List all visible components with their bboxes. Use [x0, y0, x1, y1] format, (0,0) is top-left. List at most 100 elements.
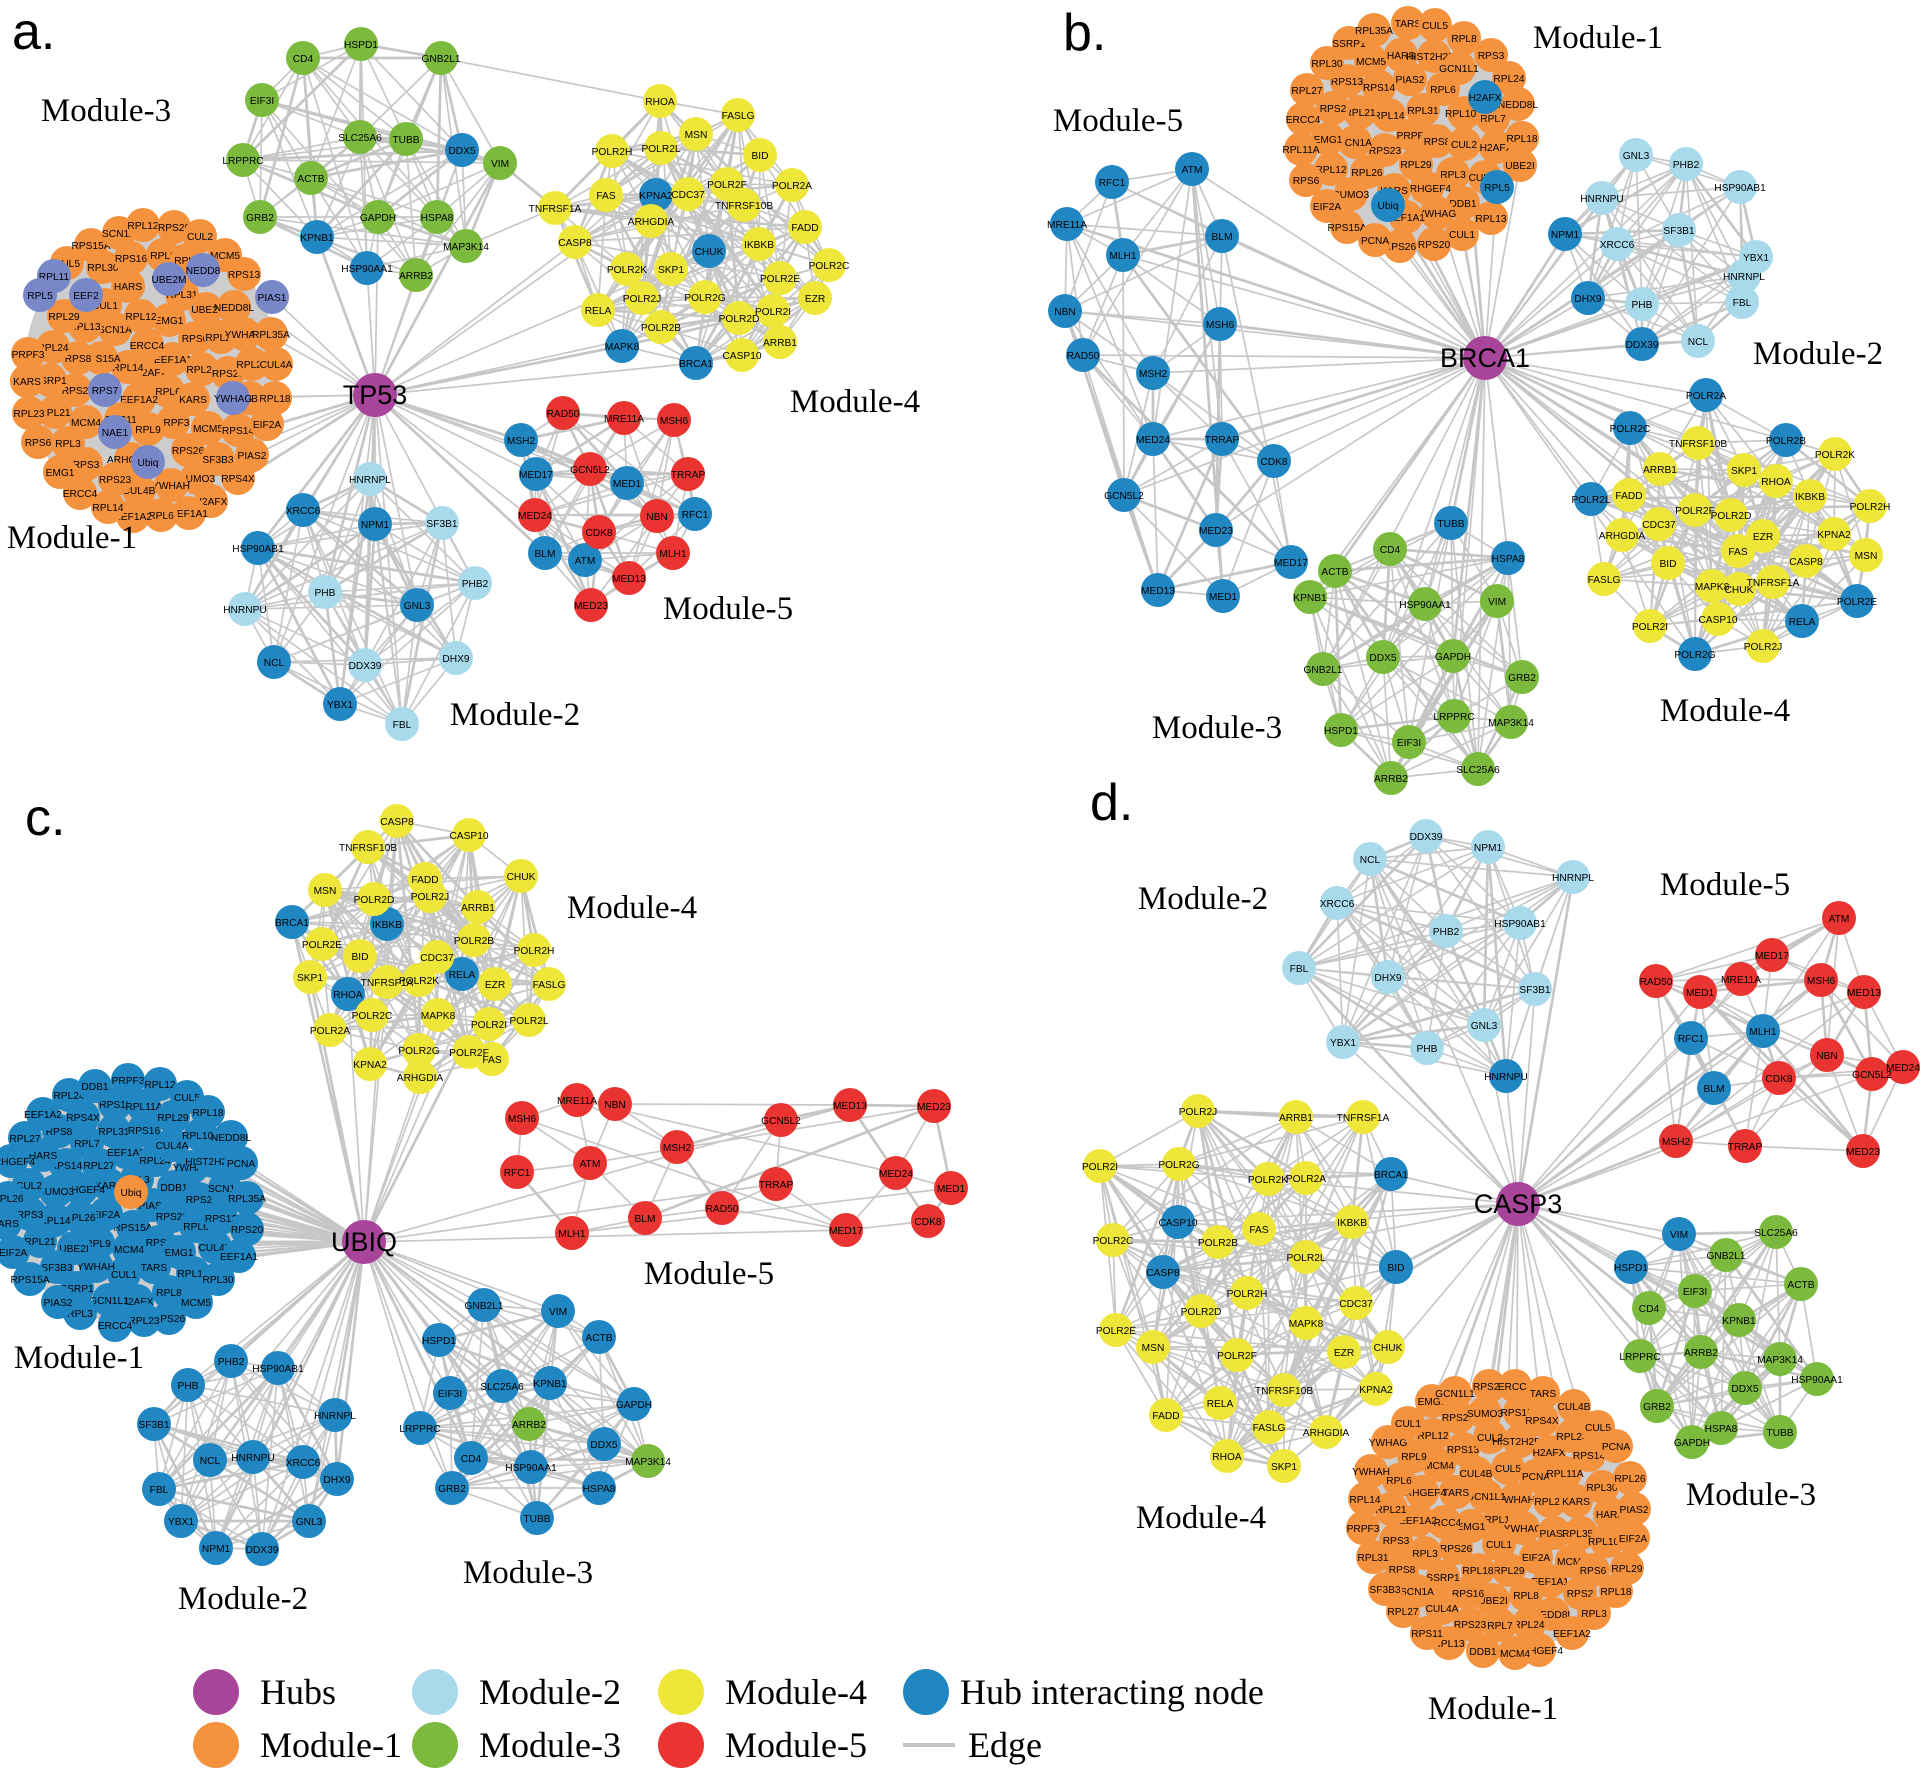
svg-text:GCN1L1: GCN1L1	[1435, 1389, 1475, 1400]
svg-text:POLR2D: POLR2D	[354, 895, 395, 906]
svg-text:RPL7: RPL7	[1487, 1621, 1513, 1632]
svg-text:MSH6: MSH6	[1807, 976, 1836, 987]
svg-text:HARS: HARS	[114, 282, 143, 293]
svg-text:CASP10: CASP10	[1698, 615, 1737, 626]
svg-text:H2AFX: H2AFX	[1533, 1448, 1566, 1459]
svg-text:CD4: CD4	[1639, 1304, 1660, 1315]
svg-text:RPS14: RPS14	[1573, 1451, 1606, 1462]
svg-text:EEF1A2: EEF1A2	[114, 512, 152, 523]
svg-text:RPS8: RPS8	[1389, 1565, 1416, 1576]
svg-text:BID: BID	[1388, 1263, 1405, 1274]
svg-text:FAS: FAS	[1728, 547, 1747, 558]
svg-text:ATM: ATM	[1182, 165, 1203, 176]
svg-text:RHOA: RHOA	[333, 990, 363, 1001]
svg-text:ARRB2: ARRB2	[1684, 1348, 1718, 1359]
svg-text:DDB1: DDB1	[81, 1082, 109, 1093]
svg-text:MAP3K14: MAP3K14	[625, 1457, 671, 1468]
svg-text:CUL4B: CUL4B	[123, 486, 156, 497]
svg-text:a.: a.	[12, 3, 55, 61]
svg-text:HIST2H2BE: HIST2H2BE	[185, 1157, 241, 1168]
svg-text:RPL21: RPL21	[1375, 1505, 1406, 1516]
svg-text:RPS23: RPS23	[156, 1212, 189, 1223]
svg-text:CUL1: CUL1	[111, 1270, 137, 1281]
svg-text:SSRP1: SSRP1	[60, 1284, 94, 1295]
svg-text:UBE2M: UBE2M	[151, 275, 186, 286]
svg-text:EEF1A2: EEF1A2	[1399, 1516, 1437, 1527]
svg-text:DHX9: DHX9	[1574, 294, 1602, 305]
svg-text:RPL7: RPL7	[74, 1139, 100, 1150]
svg-text:CHUK: CHUK	[695, 247, 724, 258]
svg-text:RPL7: RPL7	[174, 256, 200, 267]
svg-text:Module-3: Module-3	[479, 1725, 621, 1765]
svg-text:POLR2D: POLR2D	[1181, 1307, 1222, 1318]
svg-text:RPL6: RPL6	[155, 387, 181, 398]
svg-text:SCN1A: SCN1A	[102, 229, 136, 240]
svg-text:RPS16: RPS16	[1452, 1589, 1485, 1600]
svg-text:PIAS2: PIAS2	[1620, 1505, 1649, 1516]
svg-text:PRPF3: PRPF3	[1347, 1524, 1380, 1535]
svg-text:CHUK: CHUK	[1374, 1343, 1403, 1354]
svg-text:EEF1A2: EEF1A2	[120, 395, 158, 406]
svg-text:EIF2A: EIF2A	[0, 1248, 27, 1259]
svg-text:KPNB1: KPNB1	[1293, 593, 1327, 604]
svg-text:RPL12: RPL12	[144, 1080, 175, 1091]
svg-text:RPL18: RPL18	[192, 1108, 223, 1119]
svg-text:POLR2C: POLR2C	[352, 1011, 393, 1022]
svg-text:POLR2B: POLR2B	[454, 936, 494, 947]
svg-text:NPM1: NPM1	[1474, 843, 1503, 854]
svg-text:NBN: NBN	[646, 512, 668, 523]
svg-text:RPL3: RPL3	[1412, 1549, 1438, 1560]
svg-text:FASLG: FASLG	[533, 980, 566, 991]
svg-text:Module-5: Module-5	[663, 591, 793, 627]
svg-text:H2AFX: H2AFX	[1469, 93, 1502, 104]
svg-text:POLR2H: POLR2H	[1227, 1289, 1268, 1300]
svg-text:CUL4B: CUL4B	[199, 1243, 232, 1254]
svg-text:NBN: NBN	[604, 1100, 626, 1111]
svg-text:HARS: HARS	[1387, 51, 1416, 62]
svg-text:GRB2: GRB2	[246, 213, 274, 224]
svg-text:RPL8: RPL8	[156, 1288, 182, 1299]
svg-text:EZR: EZR	[1334, 1348, 1354, 1359]
svg-text:MED13: MED13	[833, 1101, 867, 1112]
svg-text:Ubiq: Ubiq	[1378, 201, 1399, 212]
svg-text:RPS20: RPS20	[212, 369, 245, 380]
svg-text:RPL27: RPL27	[236, 360, 267, 371]
svg-text:LRPPRC: LRPPRC	[399, 1424, 440, 1435]
svg-text:CDC37: CDC37	[671, 190, 705, 201]
svg-text:TNFRSF1A: TNFRSF1A	[1337, 1113, 1390, 1124]
svg-text:RPS14: RPS14	[222, 426, 255, 437]
svg-text:MSN: MSN	[314, 886, 337, 897]
svg-text:HSPD1: HSPD1	[422, 1336, 456, 1347]
svg-text:RPL30: RPL30	[87, 263, 118, 274]
svg-text:PCNA: PCNA	[1361, 236, 1390, 247]
svg-text:Module-4: Module-4	[1136, 1500, 1266, 1536]
svg-text:XRCC6: XRCC6	[1600, 240, 1635, 251]
svg-text:BRCA1: BRCA1	[1440, 343, 1530, 373]
svg-text:ERCC4: ERCC4	[63, 489, 98, 500]
svg-text:SCN1A: SCN1A	[1400, 1587, 1434, 1598]
svg-text:MLH1: MLH1	[1749, 1027, 1777, 1038]
svg-text:SLC25A6: SLC25A6	[1754, 1228, 1798, 1239]
svg-text:POLR2G: POLR2G	[398, 1046, 439, 1057]
svg-text:ARRB1: ARRB1	[763, 338, 797, 349]
svg-text:RPS3: RPS3	[73, 460, 100, 471]
svg-text:TUBB: TUBB	[1437, 519, 1464, 530]
svg-text:RFC1: RFC1	[504, 1168, 531, 1179]
svg-text:RPL21: RPL21	[39, 408, 70, 419]
svg-text:GNL3: GNL3	[296, 1517, 323, 1528]
svg-text:LRPPRC: LRPPRC	[222, 156, 263, 167]
svg-text:SCN1A: SCN1A	[98, 325, 132, 336]
svg-text:BRCA1: BRCA1	[275, 918, 309, 929]
svg-text:Module-3: Module-3	[463, 1555, 593, 1591]
svg-text:ARRB1: ARRB1	[1279, 1113, 1313, 1124]
svg-text:LRPPRC: LRPPRC	[1433, 712, 1474, 723]
svg-text:BID: BID	[352, 952, 369, 963]
svg-text:RPS15A: RPS15A	[71, 241, 110, 252]
svg-text:DDX5: DDX5	[448, 146, 476, 157]
svg-text:RPL18: RPL18	[259, 394, 290, 405]
svg-text:POLR2B: POLR2B	[1198, 1238, 1238, 1249]
svg-text:DDX39: DDX39	[349, 661, 382, 672]
svg-text:KARS: KARS	[0, 1219, 19, 1230]
svg-text:HNRNPU: HNRNPU	[1580, 194, 1624, 205]
svg-text:NBN: NBN	[1816, 1051, 1838, 1062]
